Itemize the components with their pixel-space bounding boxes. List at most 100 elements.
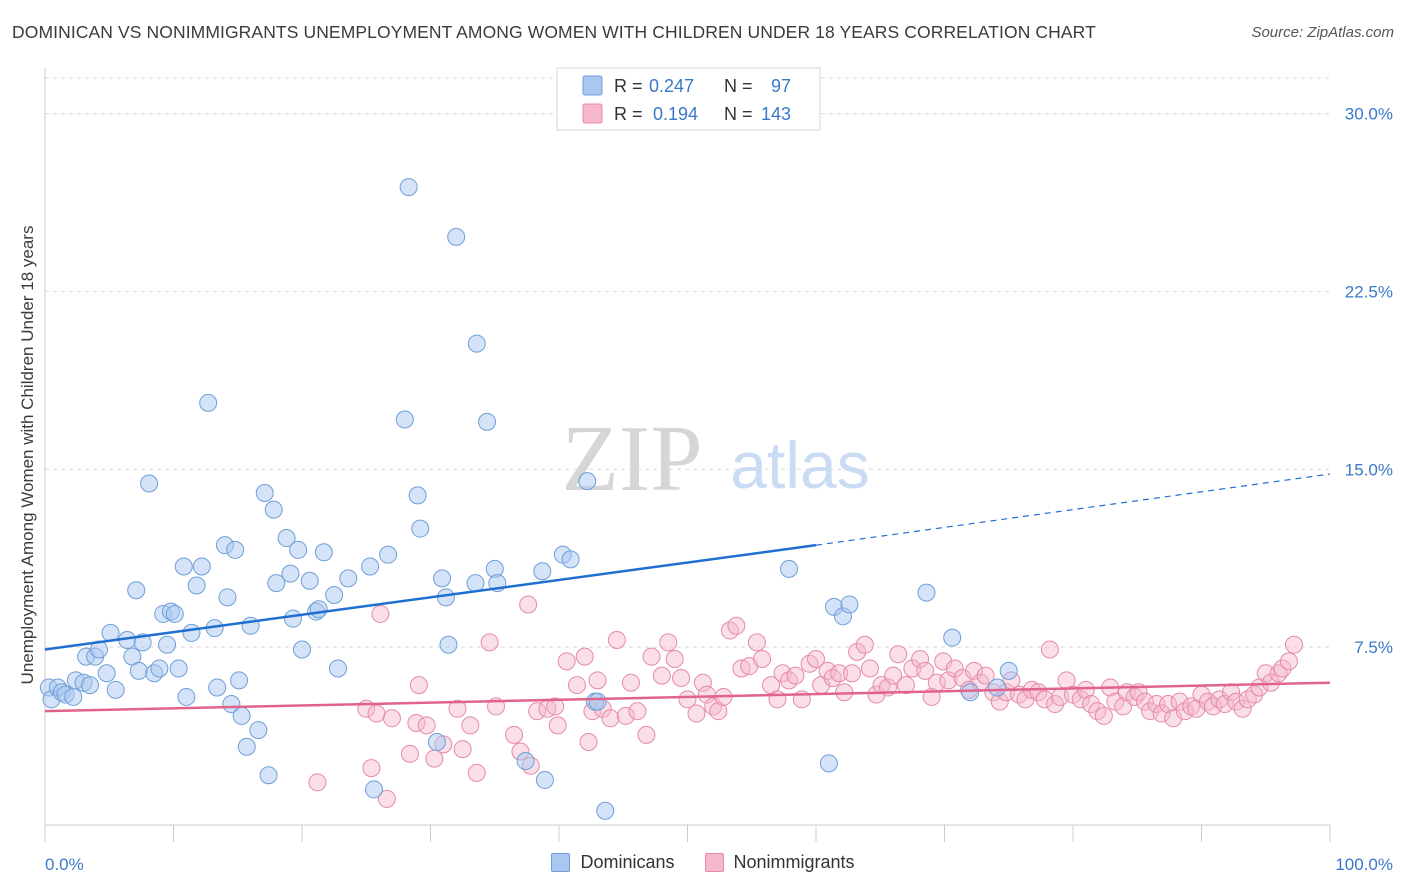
point-nonimmigrants — [607, 631, 626, 650]
point-nonimmigrants — [1088, 702, 1107, 721]
point-dominicans — [819, 754, 838, 773]
point-nonimmigrants — [665, 650, 684, 668]
point-nonimmigrants — [1164, 709, 1183, 728]
point-dominicans — [284, 609, 303, 628]
point-dominicans — [218, 588, 237, 607]
point-nonimmigrants — [704, 697, 723, 716]
point-dominicans — [165, 604, 184, 623]
point-dominicans — [182, 623, 201, 642]
point-dominicans — [314, 543, 333, 562]
bottom-legend-swatch-nonimmigrants — [704, 853, 724, 872]
point-nonimmigrants — [1175, 702, 1194, 721]
point-dominicans — [281, 564, 300, 583]
point-dominicans — [379, 545, 398, 564]
point-dominicans — [277, 529, 296, 548]
point-dominicans — [516, 751, 535, 770]
point-nonimmigrants — [1227, 692, 1246, 711]
point-nonimmigrants — [1035, 690, 1054, 709]
bottom-legend-swatch-dominicans — [551, 853, 571, 872]
point-dominicans — [232, 706, 251, 725]
chart-source: Source: ZipAtlas.com — [1251, 24, 1394, 41]
point-dominicans — [943, 628, 962, 647]
point-nonimmigrants — [911, 650, 930, 668]
point-nonimmigrants — [1204, 697, 1223, 716]
point-nonimmigrants — [678, 690, 697, 709]
point-dominicans — [293, 640, 311, 659]
point-dominicans — [840, 595, 859, 614]
point-nonimmigrants — [786, 666, 805, 685]
point-dominicans — [578, 472, 597, 491]
point-nonimmigrants — [621, 673, 640, 692]
point-nonimmigrants — [693, 673, 712, 692]
trend-line-dominicans — [44, 543, 817, 651]
legend-swatch-nonimmigrants — [582, 103, 603, 124]
point-dominicans — [433, 569, 452, 588]
point-dominicans — [177, 687, 196, 706]
tick-labels: 7.5% 15.0% 22.5% 30.0% 0.0% 100.0% — [45, 105, 1393, 874]
point-dominicans — [300, 571, 319, 590]
point-nonimmigrants — [588, 671, 607, 690]
point-dominicans — [961, 683, 980, 702]
legend-box: R = 0.247 N = 97 R = 0.194 N = 143 — [556, 67, 821, 131]
point-nonimmigrants — [747, 633, 766, 652]
watermark-atlas: atlas — [730, 428, 869, 502]
point-nonimmigrants — [1152, 704, 1171, 723]
point-nonimmigrants — [1159, 695, 1178, 714]
point-dominicans — [64, 687, 83, 706]
point-dominicans — [150, 659, 169, 678]
point-dominicans — [289, 540, 308, 559]
point-dominicans — [988, 678, 1007, 697]
point-dominicans — [127, 581, 146, 600]
chart-title: DOMINICAN VS NONIMMIGRANTS UNEMPLOYMENT … — [12, 22, 1096, 42]
legend-r-value-dominicans: 0.247 — [649, 76, 694, 96]
point-nonimmigrants — [1094, 706, 1113, 725]
point-nonimmigrants — [727, 616, 746, 635]
point-nonimmigrants — [362, 759, 381, 778]
point-nonimmigrants — [409, 676, 428, 695]
point-dominicans — [399, 178, 418, 197]
point-dominicans — [427, 733, 446, 751]
point-nonimmigrants — [720, 621, 739, 640]
point-nonimmigrants — [800, 654, 819, 673]
point-nonimmigrants — [1170, 692, 1189, 711]
point-nonimmigrants — [601, 709, 620, 728]
point-nonimmigrants — [1273, 659, 1292, 678]
y-tick-label: 22.5% — [1345, 282, 1393, 301]
trend-extension-dominicans — [815, 473, 1331, 546]
trend-lines — [44, 473, 1331, 713]
point-nonimmigrants — [842, 664, 861, 683]
watermark-zip: ZIP — [562, 407, 703, 511]
legend-r-label-nonimmigrants: R = — [614, 104, 643, 124]
point-nonimmigrants — [1233, 699, 1252, 718]
point-dominicans — [361, 557, 380, 576]
point-nonimmigrants — [934, 652, 953, 671]
point-dominicans — [339, 569, 358, 588]
point-nonimmigrants — [505, 725, 524, 744]
point-nonimmigrants — [1071, 690, 1090, 709]
point-dominicans — [169, 659, 188, 678]
point-dominicans — [535, 770, 554, 789]
point-nonimmigrants — [377, 789, 396, 808]
point-dominicans — [174, 557, 193, 576]
point-nonimmigrants — [672, 668, 691, 687]
point-nonimmigrants — [830, 664, 849, 683]
point-nonimmigrants — [965, 661, 984, 680]
point-nonimmigrants — [896, 676, 915, 695]
legend-n-label-nonimmigrants: N = — [724, 104, 753, 124]
point-dominicans — [80, 676, 99, 695]
point-nonimmigrants — [659, 633, 678, 652]
point-dominicans — [249, 721, 268, 740]
point-dominicans — [133, 633, 152, 652]
legend-n-value-dominicans: 97 — [771, 76, 791, 96]
y-tick-label: 30.0% — [1345, 105, 1393, 124]
bottom-legend-label-dominicans: Dominicans — [580, 852, 675, 872]
point-nonimmigrants — [400, 744, 419, 763]
trend-line-nonimmigrants — [44, 681, 1331, 713]
point-dominicans — [237, 737, 256, 756]
point-dominicans — [230, 671, 249, 690]
point-dominicans — [309, 600, 328, 619]
point-dominicans — [467, 334, 486, 353]
bottom-legend-item-nonimmigrants: Nonimmigrants — [704, 852, 855, 873]
point-dominicans — [264, 500, 283, 519]
